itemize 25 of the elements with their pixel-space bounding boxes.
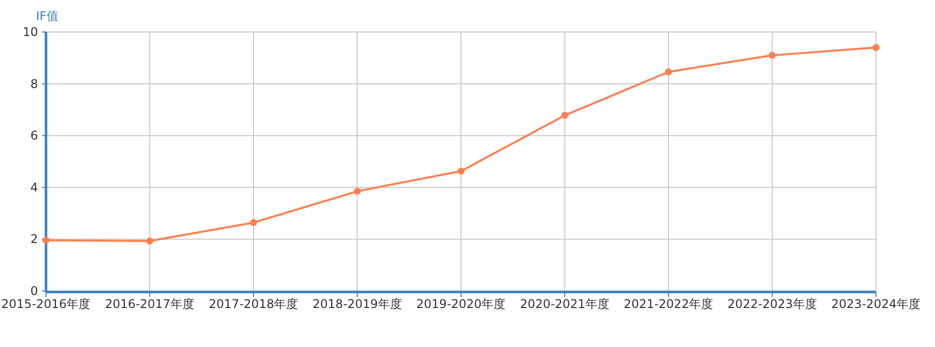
x-tick-label: 2017-2018年度 [208,297,298,311]
y-tick-label: 6 [30,128,38,143]
x-tick-label: 2022-2023年度 [728,297,817,311]
point [561,112,568,119]
x-tick-label: 2019-2020年度 [416,297,506,311]
y-axis-title: IF值 [36,9,58,23]
x-tick-label: 2018-2019年度 [312,297,402,311]
y-tick-label: 10 [22,25,38,39]
point [665,68,672,76]
point [250,219,257,226]
x-tick-label: 2015-2016年度 [1,297,91,311]
y-tick-label: 4 [30,180,38,194]
y-tick-label: 0 [30,284,38,298]
x-tick-label: 2020-2021年度 [520,297,610,311]
point [146,238,154,245]
point [768,52,776,59]
point [354,188,361,195]
x-tick-label: 2016-2017年度 [105,297,194,311]
x-tick-label: 2023-2024年度 [831,297,921,311]
point [872,44,880,52]
y-tick-label: 8 [30,76,38,91]
point [42,236,50,244]
point [458,168,464,175]
x-tick-label: 2021-2022年度 [624,297,714,311]
y-tick-label: 2 [30,232,38,246]
